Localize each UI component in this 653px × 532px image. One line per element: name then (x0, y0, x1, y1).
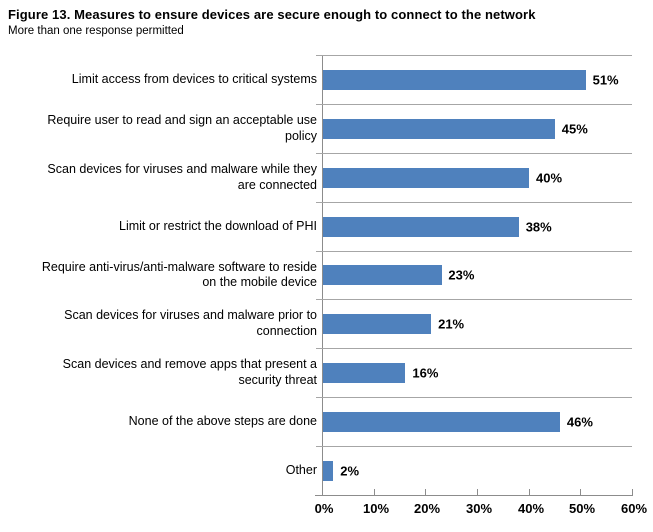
bar (323, 265, 442, 285)
value-label: 45% (561, 121, 588, 136)
axis-tick (425, 489, 426, 495)
figure-subtitle: More than one response permitted (8, 25, 184, 38)
chart-row: Scan devices for viruses and malware pri… (0, 299, 632, 348)
bar (323, 216, 519, 237)
chart-rows: Limit access from devices to critical sy… (0, 55, 653, 495)
gridline (316, 446, 632, 447)
category-label: None of the above steps are done (128, 413, 317, 428)
value-axis-line (315, 495, 633, 496)
gridline (316, 251, 632, 252)
axis-tick-label: 10% (362, 501, 390, 516)
value-label: 2% (340, 463, 360, 478)
axis-tick (374, 489, 375, 495)
figure-header: Figure 13. Measures to ensure devices ar… (8, 7, 647, 37)
bar-cell: 51% (317, 55, 632, 104)
chart-row: Limit or restrict the download of PHI 38% (0, 202, 632, 251)
gridline (316, 153, 632, 154)
category-axis-line (322, 55, 323, 496)
category-label: Scan devices for viruses and malware pri… (64, 308, 317, 338)
category-label: Limit access from devices to critical sy… (71, 71, 317, 86)
category-label: Other (285, 462, 317, 477)
category-label: Limit or restrict the download of PHI (119, 218, 317, 233)
value-label: 16% (412, 365, 439, 380)
bar (323, 362, 406, 383)
chart-row: Require anti-virus/anti-malware software… (0, 251, 632, 299)
category-label: Scan devices for viruses and malware whi… (47, 162, 317, 192)
bar-cell: 46% (317, 397, 632, 446)
axis-tick (322, 489, 323, 495)
value-label: 21% (438, 316, 465, 331)
gridline (316, 55, 632, 56)
bar-cell: 16% (317, 348, 632, 397)
gridline (316, 104, 632, 105)
axis-tick (580, 489, 581, 495)
category-label: Require user to read and sign an accepta… (47, 113, 317, 143)
chart-row: None of the above steps are done 46% (0, 397, 632, 446)
chart-row: Scan devices for viruses and malware whi… (0, 153, 632, 202)
chart-row: Limit access from devices to critical sy… (0, 55, 632, 104)
chart-row: Scan devices and remove apps that presen… (0, 348, 632, 397)
axis-tick (477, 489, 478, 495)
chart-row: Other 2% (0, 446, 632, 495)
bar-cell: 2% (317, 446, 632, 495)
bar (323, 460, 334, 481)
axis-tick (529, 489, 530, 495)
axis-tick-label: 60% (620, 501, 648, 516)
bar (323, 313, 432, 334)
bar-cell: 45% (317, 104, 632, 153)
bar (323, 167, 529, 188)
category-label: Scan devices and remove apps that presen… (62, 357, 317, 387)
axis-tick-label: 30% (465, 501, 493, 516)
axis-tick (632, 489, 633, 495)
bar-cell: 40% (317, 153, 632, 202)
gridline (316, 299, 632, 300)
gridline (316, 202, 632, 203)
chart-row: Require user to read and sign an accepta… (0, 104, 632, 153)
value-label: 40% (536, 170, 563, 185)
category-label: Require anti-virus/anti-malware software… (41, 259, 317, 289)
axis-tick-label: 20% (413, 501, 441, 516)
gridline (316, 348, 632, 349)
gridline (316, 397, 632, 398)
value-label: 23% (448, 267, 475, 283)
bar-cell: 38% (317, 202, 632, 251)
figure-title: Figure 13. Measures to ensure devices ar… (8, 7, 536, 22)
value-label: 51% (592, 72, 619, 87)
bar (323, 69, 586, 90)
axis-tick-label: 40% (517, 501, 545, 516)
bar-chart: Limit access from devices to critical sy… (0, 55, 653, 525)
axis-tick-label: 0% (314, 501, 334, 516)
bar-cell: 21% (317, 299, 632, 348)
value-label: 38% (525, 219, 552, 234)
bar (323, 118, 555, 139)
axis-tick-label: 50% (568, 501, 596, 516)
bar (323, 411, 560, 432)
bar-cell: 23% (317, 251, 632, 299)
value-label: 46% (566, 414, 593, 429)
